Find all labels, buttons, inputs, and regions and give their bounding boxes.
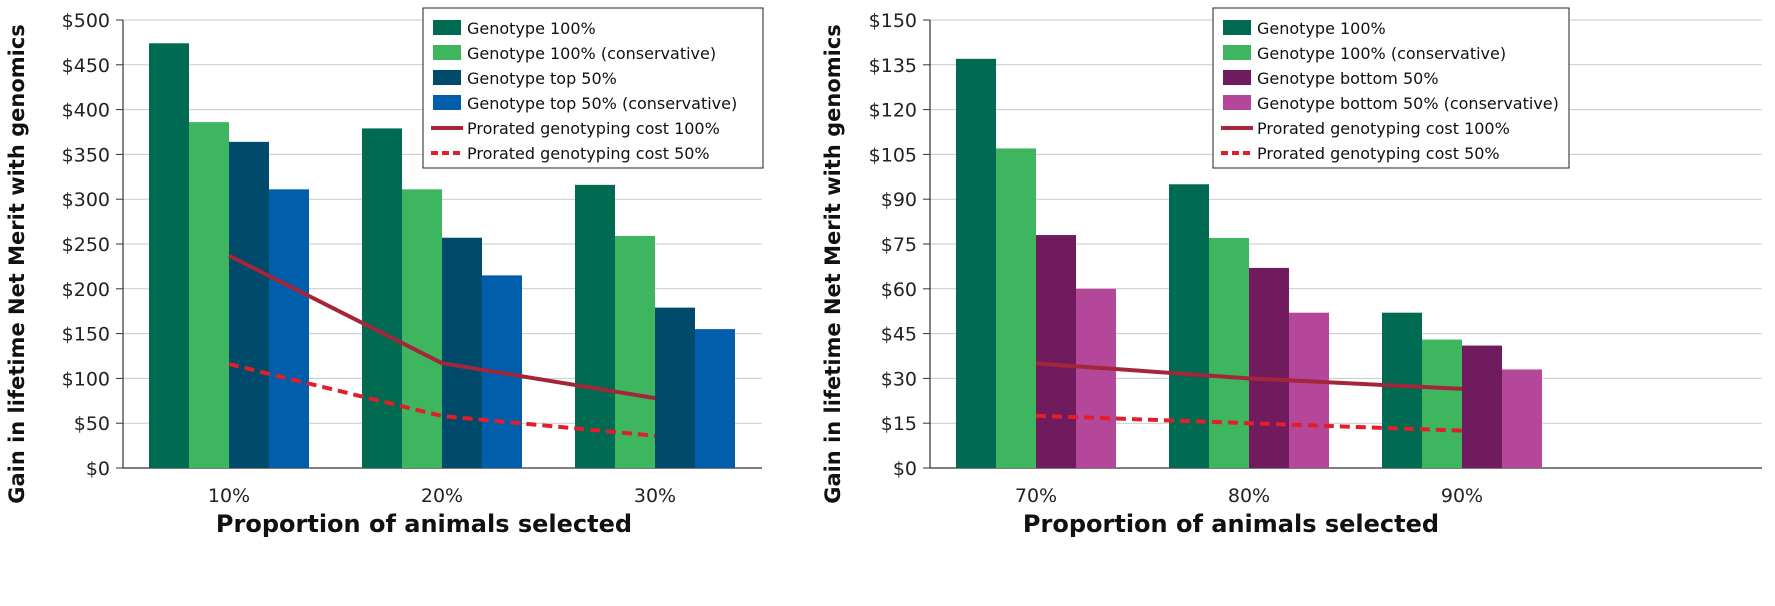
bar-3-80pct [1249, 267, 1289, 468]
bar-3-20pct [442, 237, 482, 468]
bar-1-10pct [149, 43, 189, 469]
bar-2-30pct [615, 235, 655, 468]
y-tick-label: $400 [62, 100, 110, 122]
legend-label: Genotype top 50% (conservative) [467, 94, 737, 113]
y-axis-title: Gain in lifetime Net Merit with genomics [5, 24, 29, 504]
x-axis-title: Proportion of animals selected [216, 510, 632, 538]
legend-swatch [433, 95, 461, 110]
legend-box [422, 7, 764, 169]
bar-1-90pct [1382, 312, 1422, 468]
legend-label: Genotype 100% [467, 19, 596, 38]
y-tick-label: $105 [869, 144, 917, 166]
bar-3-70pct [1036, 235, 1076, 468]
y-tick-label: $135 [869, 55, 917, 77]
bar-2-90pct [1422, 339, 1462, 468]
x-axis-title: Proportion of animals selected [1023, 510, 1439, 538]
legend-label: Genotype 100% (conservative) [467, 44, 716, 63]
y-tick-label: $150 [62, 324, 110, 346]
x-tick-label: 30% [634, 485, 676, 507]
line-cost-100 [228, 253, 656, 401]
bar-3-90pct [1462, 345, 1502, 468]
y-tick-label: $150 [869, 10, 917, 32]
y-tick-label: $300 [62, 189, 110, 211]
legend-swatch [1223, 95, 1251, 110]
legend-label: Prorated genotyping cost 50% [1257, 144, 1500, 163]
y-tick-label: $30 [881, 368, 917, 390]
legend-box [1212, 7, 1570, 169]
x-tick-label: 80% [1228, 485, 1270, 507]
bar-4-30pct [695, 329, 735, 468]
y-tick-label: $250 [62, 234, 110, 256]
bar-4-10pct [269, 189, 309, 468]
legend-label: Genotype 100% [1257, 19, 1386, 38]
legend-label: Prorated genotyping cost 100% [1257, 119, 1510, 138]
y-tick-label: $100 [62, 368, 110, 390]
bar-4-70pct [1076, 288, 1116, 468]
legend-label: Prorated genotyping cost 50% [467, 144, 710, 163]
bar-4-80pct [1289, 312, 1329, 468]
y-tick-label: $200 [62, 279, 110, 301]
legend-label: Genotype bottom 50% [1257, 69, 1439, 88]
bar-2-10pct [189, 122, 229, 469]
bar-1-70pct [956, 58, 996, 469]
chart-2: $0 $15 $30 $45 $60 $75 $90 $105 $120 $135 $150 70% 8… [821, 7, 1762, 538]
y-tick-label: $0 [893, 458, 917, 480]
bar-2-70pct [996, 148, 1036, 468]
bar-3-30pct [655, 307, 695, 468]
legend-label: Genotype top 50% [467, 69, 617, 88]
x-tick-label: 70% [1015, 485, 1057, 507]
bar-1-80pct [1169, 184, 1209, 468]
bar-1-20pct [362, 128, 402, 468]
bar-3-10pct [229, 141, 269, 468]
bar-2-20pct [402, 189, 442, 468]
line-cost-50 [1035, 413, 1463, 433]
y-tick-label: $15 [881, 413, 917, 435]
x-tick-label: 10% [208, 485, 250, 507]
y-axis-title: Gain in lifetime Net Merit with genomics [821, 24, 845, 504]
y-tick-label: $0 [86, 458, 110, 480]
bar-2-80pct [1209, 238, 1249, 468]
legend-label: Genotype bottom 50% (conservative) [1257, 94, 1559, 113]
bar-1-30pct [575, 184, 615, 468]
x-tick-label: 20% [421, 485, 463, 507]
y-tick-label: $50 [74, 413, 110, 435]
y-tick-label: $350 [62, 144, 110, 166]
y-tick-label: $75 [881, 234, 917, 256]
y-tick-label: $450 [62, 55, 110, 77]
legend-swatch [1223, 45, 1251, 60]
legend: Genotype 100% Genotype 100% (conservative… [1212, 7, 1570, 169]
y-tick-label: $120 [869, 100, 917, 122]
legend-swatch [433, 20, 461, 35]
y-tick-label: $500 [62, 10, 110, 32]
legend: Genotype 100% Genotype 100% (conservative… [422, 7, 764, 169]
y-tick-label: $60 [881, 279, 917, 301]
y-tick-label: $45 [881, 324, 917, 346]
y-tick-label: $90 [881, 189, 917, 211]
legend-label: Genotype 100% (conservative) [1257, 44, 1506, 63]
legend-swatch [1223, 20, 1251, 35]
legend-label: Prorated genotyping cost 100% [467, 119, 720, 138]
legend-swatch [433, 45, 461, 60]
line-cost-100 [1035, 361, 1463, 391]
bar-4-90pct [1502, 369, 1542, 468]
legend-swatch [433, 70, 461, 85]
legend-swatch [1223, 70, 1251, 85]
chart-1: $0 $50 $100 $150 $200 $250 $300 $350 $400 $450 $50… [5, 7, 764, 538]
x-tick-label: 90% [1441, 485, 1483, 507]
line-cost-50 [228, 362, 656, 438]
